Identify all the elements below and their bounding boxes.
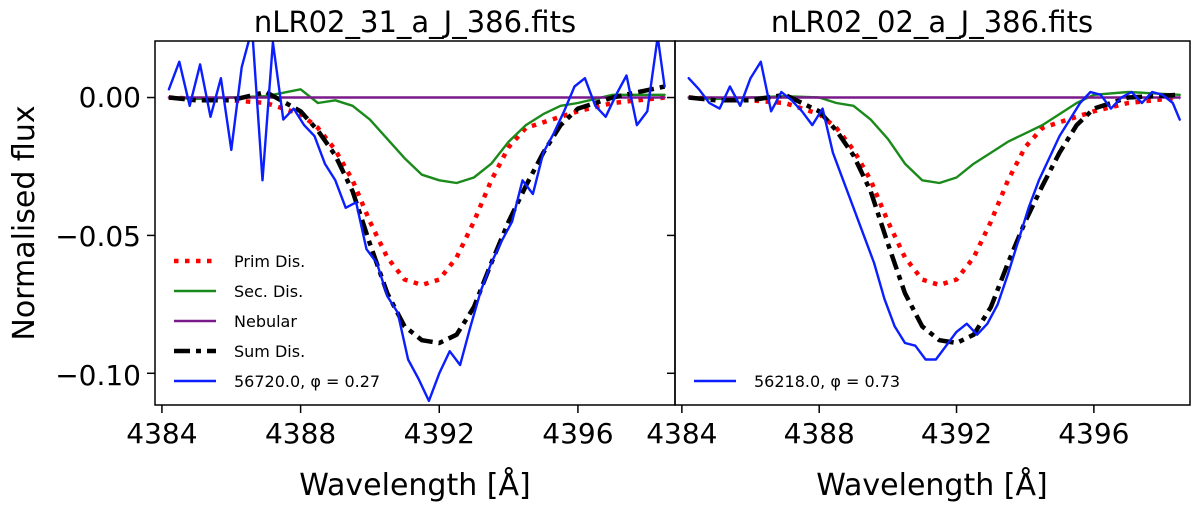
x-axis-label: Wavelength [Å] [816,467,1047,503]
x-tick-label: 4388 [784,417,855,450]
legend-label: Sec. Dis. [234,282,303,301]
sum-dis-line [688,92,1180,346]
legend: 56218.0, φ = 0.73 [694,372,900,391]
left-panel: nLR02_31_a_J_386.fits 4384 4388 4392 4396 W… [126,5,676,503]
x-tick-label: 4392 [404,417,475,450]
legend-label: 56720.0, φ = 0.27 [234,372,380,391]
plot-frame [674,40,1191,406]
legend-label: 56218.0, φ = 0.73 [754,372,900,391]
plot-frame [154,40,676,406]
x-tick-label: 4396 [542,417,613,450]
x-tick-label: 4384 [126,417,197,450]
y-tick-label: 0.00 [79,81,141,114]
sum-dis-line [168,84,666,346]
sec-dis-line [167,88,666,185]
prim-dis-line [168,95,665,288]
y-axis-label: Normalised flux [7,105,42,340]
legend-label: Sum Dis. [234,342,305,361]
x-tick-label: 4392 [921,417,992,450]
y-tick-label: −0.10 [55,359,141,392]
panel-title: nLR02_31_a_J_386.fits [254,5,576,39]
x-axis-label: Wavelength [Å] [299,467,530,503]
prim-dis-line [688,95,1180,288]
right-panel: nLR02_02_a_J_386.fits 4384 4388 4392 4396 W… [646,5,1191,503]
observed-spectrum-line [167,41,666,403]
x-tick-label: 4384 [646,417,717,450]
legend-label: Nebular [234,312,297,331]
observed-spectrum-line [687,60,1181,361]
panel-title: nLR02_02_a_J_386.fits [771,5,1093,39]
x-tick-label: 4396 [1058,417,1129,450]
x-tick-label: 4388 [265,417,336,450]
legend-label: Prim Dis. [234,252,305,271]
y-tick-label: −0.05 [55,220,141,253]
legend: Prim Dis. Sec. Dis. Nebular Sum Dis. 56720.0… [174,252,380,391]
